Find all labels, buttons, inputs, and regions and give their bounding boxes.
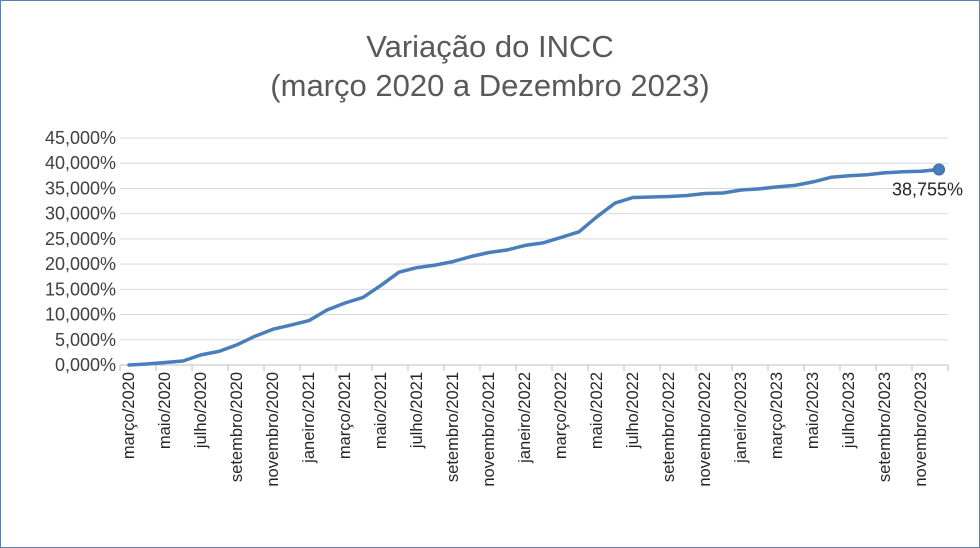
x-tick-label: janeiro/2023 xyxy=(732,372,750,464)
y-tick-label: 20,000% xyxy=(45,254,116,274)
x-tick-label: maio/2021 xyxy=(372,372,390,449)
x-tick-label: julho/2021 xyxy=(408,372,426,449)
x-axis xyxy=(119,364,949,371)
chart-title-line-2: (março 2020 a Dezembro 2023) xyxy=(270,68,709,103)
x-axis-tick-labels: março/2020 maio/2020 julho/2020 setembro/20… xyxy=(120,372,930,487)
x-tick-label: julho/2022 xyxy=(624,372,642,449)
y-gridlines xyxy=(120,137,948,341)
x-tick-label: março/2020 xyxy=(120,372,138,459)
x-tick-label: janeiro/2021 xyxy=(300,372,318,464)
y-tick-label: 35,000% xyxy=(45,178,116,198)
x-tick-label: março/2021 xyxy=(336,372,354,459)
data-label: 38,755% xyxy=(892,180,963,200)
x-tick-label: maio/2023 xyxy=(804,372,822,449)
y-axis-tick-labels: 0,000% 5,000% 10,000% 15,000% 20,000% 25,000%… xyxy=(45,128,116,375)
x-tick-label: setembro/2021 xyxy=(444,372,462,482)
x-tick-label: novembro/2021 xyxy=(480,372,498,487)
x-tick-label: março/2022 xyxy=(552,372,570,459)
x-tick-label: novembro/2020 xyxy=(264,372,282,487)
chart-title: Variação do INCC (março 2020 a Dezembro … xyxy=(270,29,709,103)
series-layer xyxy=(127,167,941,367)
x-tick-label: maio/2022 xyxy=(588,372,606,449)
x-tick-label: março/2023 xyxy=(768,372,786,459)
y-tick-label: 45,000% xyxy=(45,128,116,148)
x-tick-label: julho/2023 xyxy=(840,372,858,449)
x-tick-label: setembro/2023 xyxy=(876,372,894,482)
highlighted-data-point xyxy=(933,163,945,176)
y-tick-label: 10,000% xyxy=(45,305,116,325)
data-labels: 38,755% xyxy=(892,163,963,200)
x-tick-label: novembro/2023 xyxy=(912,372,930,487)
x-tick-label: janeiro/2022 xyxy=(516,372,534,464)
chart-title-line-1: Variação do INCC xyxy=(366,29,614,64)
x-tick-label: setembro/2020 xyxy=(228,372,246,482)
series-line xyxy=(127,167,941,367)
y-tick-label: 40,000% xyxy=(45,153,116,173)
x-tick-label: setembro/2022 xyxy=(660,372,678,482)
x-tick-label: novembro/2022 xyxy=(696,372,714,487)
y-tick-label: 15,000% xyxy=(45,279,116,299)
x-tick-label: julho/2020 xyxy=(192,372,210,449)
y-tick-label: 5,000% xyxy=(55,330,116,350)
y-tick-label: 30,000% xyxy=(45,204,116,224)
x-tick-label: maio/2020 xyxy=(156,372,174,449)
y-tick-label: 0,000% xyxy=(55,355,116,375)
y-tick-label: 25,000% xyxy=(45,229,116,249)
